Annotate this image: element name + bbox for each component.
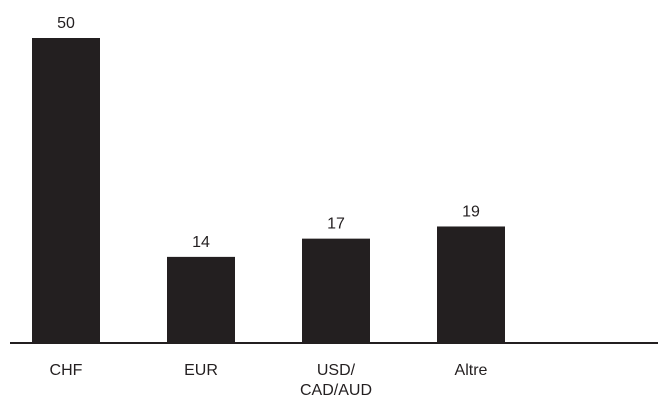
category-labels-group: CHF EUR USD/CAD/AUD Altre (50, 362, 488, 399)
bar-2 (302, 238, 370, 342)
bar-3 (437, 226, 505, 342)
category-label-1: EUR (184, 362, 218, 379)
bars-group (32, 38, 505, 342)
category-label-2: USD/CAD/AUD (300, 362, 372, 399)
value-label-2: 17 (327, 216, 345, 233)
value-label-1: 14 (192, 234, 210, 251)
bar-0 (32, 38, 100, 342)
category-label-3: Altre (455, 362, 488, 379)
bar-1 (167, 256, 235, 342)
value-labels-group: 50 14 17 19 (57, 15, 480, 251)
value-label-3: 19 (462, 203, 480, 220)
value-label-0: 50 (57, 15, 75, 32)
category-label-0: CHF (50, 362, 83, 379)
